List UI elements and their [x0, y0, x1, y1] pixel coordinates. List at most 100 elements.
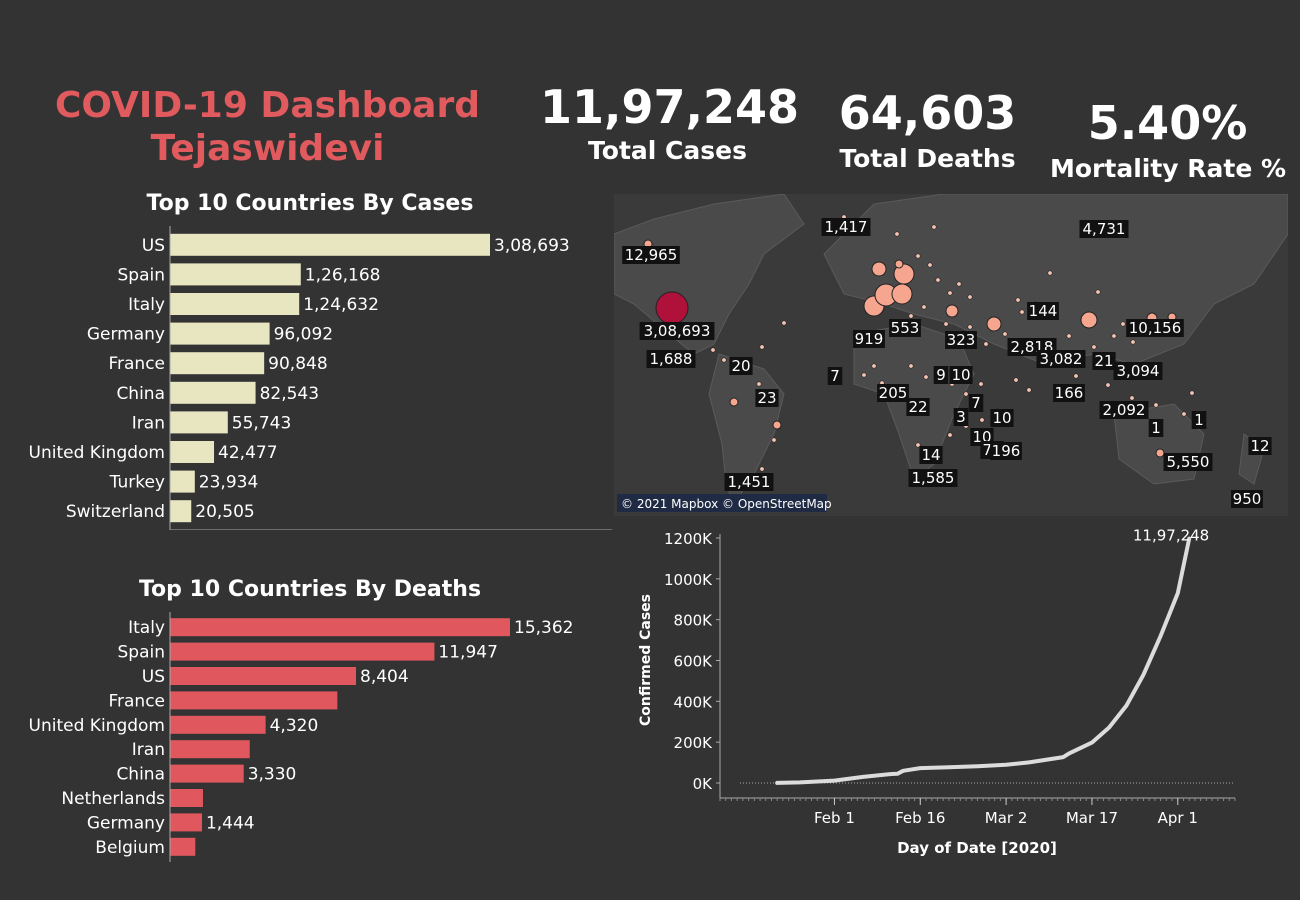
bar-category-label: Spain [118, 265, 166, 285]
y-tick-label: 1000K [664, 571, 713, 589]
map-label-bg [945, 331, 977, 349]
map-dot [1189, 390, 1195, 396]
bar-category-label: US [142, 667, 165, 687]
map-dot [756, 381, 762, 387]
map-value-label: 950 [1233, 490, 1262, 508]
bar-value-label: 96,092 [274, 325, 333, 345]
map-value-label: 2,092 [1103, 401, 1146, 419]
bar-category-label: Germany [87, 813, 165, 833]
map-value-label: 3 [956, 408, 966, 426]
kpi-total-cases: 11,97,248 Total Cases [540, 84, 799, 165]
map-label-bg [990, 442, 1022, 460]
bar [170, 381, 256, 404]
y-tick-label: 200K [674, 734, 714, 752]
map-dot [927, 262, 933, 268]
map-dot [1181, 411, 1187, 417]
map-dot [759, 466, 765, 472]
y-axis-title: Confirmed Cases [638, 594, 654, 726]
map-dot [947, 290, 953, 296]
map-label-bg [827, 367, 843, 385]
map-dot [979, 417, 985, 423]
total-deaths-label: Total Deaths [839, 144, 1016, 173]
bar [170, 691, 338, 710]
bar [170, 411, 228, 434]
map-dot [947, 432, 953, 438]
map-label-bg [1191, 411, 1207, 429]
bar [170, 233, 490, 256]
total-cases-label: Total Cases [588, 136, 747, 165]
map-label-bg [1099, 401, 1149, 419]
bar-value-label: 15,362 [514, 618, 573, 638]
map-value-label: 919 [855, 330, 884, 348]
map-dot [908, 363, 914, 369]
bar-value-label: 3,08,693 [494, 236, 570, 256]
map-dot [1013, 377, 1019, 383]
bar [170, 322, 270, 345]
world-map[interactable]: 12,965 1,417 4,731 3,08,693 553 144 10,156 919 3… [614, 194, 1288, 516]
y-tick-label: 400K [674, 693, 714, 711]
map-bubble [655, 291, 689, 325]
map-label-bg [622, 246, 680, 264]
map-dot [908, 313, 914, 319]
map-value-label: 9 [936, 366, 946, 384]
map-label-bg [729, 357, 753, 375]
map-label-bg [1092, 352, 1116, 370]
bar-value-label: 4,320 [270, 716, 319, 736]
bar-value-label: 11,947 [438, 643, 497, 663]
map-dot [721, 357, 727, 363]
bar [170, 263, 301, 286]
bar-value-label: 20,505 [195, 502, 254, 522]
title-line-2: Tejaswidevi [150, 128, 385, 170]
map-label-bg [646, 350, 696, 368]
map-dot [894, 231, 900, 237]
x-tick-label: Mar 2 [985, 809, 1028, 827]
x-tick-label: Feb 1 [814, 809, 855, 827]
map-value-label: 20 [731, 357, 750, 375]
bar-category-label: Iran [132, 740, 165, 760]
map-dot [771, 437, 777, 443]
bar-value-label: 42,477 [218, 443, 277, 463]
map-value-label: 22 [908, 398, 927, 416]
map-label-bg [953, 408, 969, 426]
y-tick-label: 600K [674, 653, 714, 671]
map-value-label: 3,082 [1040, 350, 1083, 368]
map-attribution-bg [617, 494, 827, 512]
map-label-bg [853, 330, 885, 348]
bar [170, 667, 357, 685]
bar [170, 293, 300, 315]
bar [170, 642, 435, 661]
bar-value-label: 8,404 [360, 667, 409, 687]
line-end-label: 11,97,248 [1133, 527, 1209, 545]
bar [170, 715, 266, 734]
bar-category-label: France [108, 691, 165, 711]
map-label-bg [1248, 437, 1272, 455]
map-value-label: 4,731 [1083, 220, 1126, 238]
map-dot [1153, 402, 1159, 408]
map-bubble [729, 397, 739, 407]
map-dot [1026, 387, 1032, 393]
y-tick-label: 800K [674, 612, 714, 630]
map-value-label: 10,156 [1129, 319, 1182, 337]
map-dot [956, 281, 962, 287]
x-axis-title: Day of Date [2020] [897, 839, 1057, 857]
bar [170, 740, 250, 759]
map-label-bg [1053, 384, 1085, 402]
map-dot [1073, 373, 1079, 379]
map-label-bg [821, 218, 871, 236]
bar-category-label: Turkey [109, 473, 165, 493]
map-dot [1095, 289, 1101, 295]
map-dot [921, 304, 927, 310]
map-value-label: 1,417 [825, 218, 868, 236]
map-label-bg [1113, 362, 1163, 380]
map-value-label: 14 [921, 446, 940, 464]
map-label-bg [1036, 350, 1086, 368]
cases-line [775, 536, 1192, 785]
mortality-rate-value: 5.40% [1087, 96, 1248, 150]
map-attribution: © 2021 Mapbox © OpenStreetMap [621, 497, 832, 511]
map-label-bg [724, 473, 774, 491]
map-label-bg [968, 394, 984, 412]
x-tick-label: Mar 17 [1066, 809, 1118, 827]
deaths-chart-title: Top 10 Countries By Deaths [138, 577, 482, 602]
x-tick-label: Apr 1 [1158, 809, 1198, 827]
bar [170, 813, 202, 832]
